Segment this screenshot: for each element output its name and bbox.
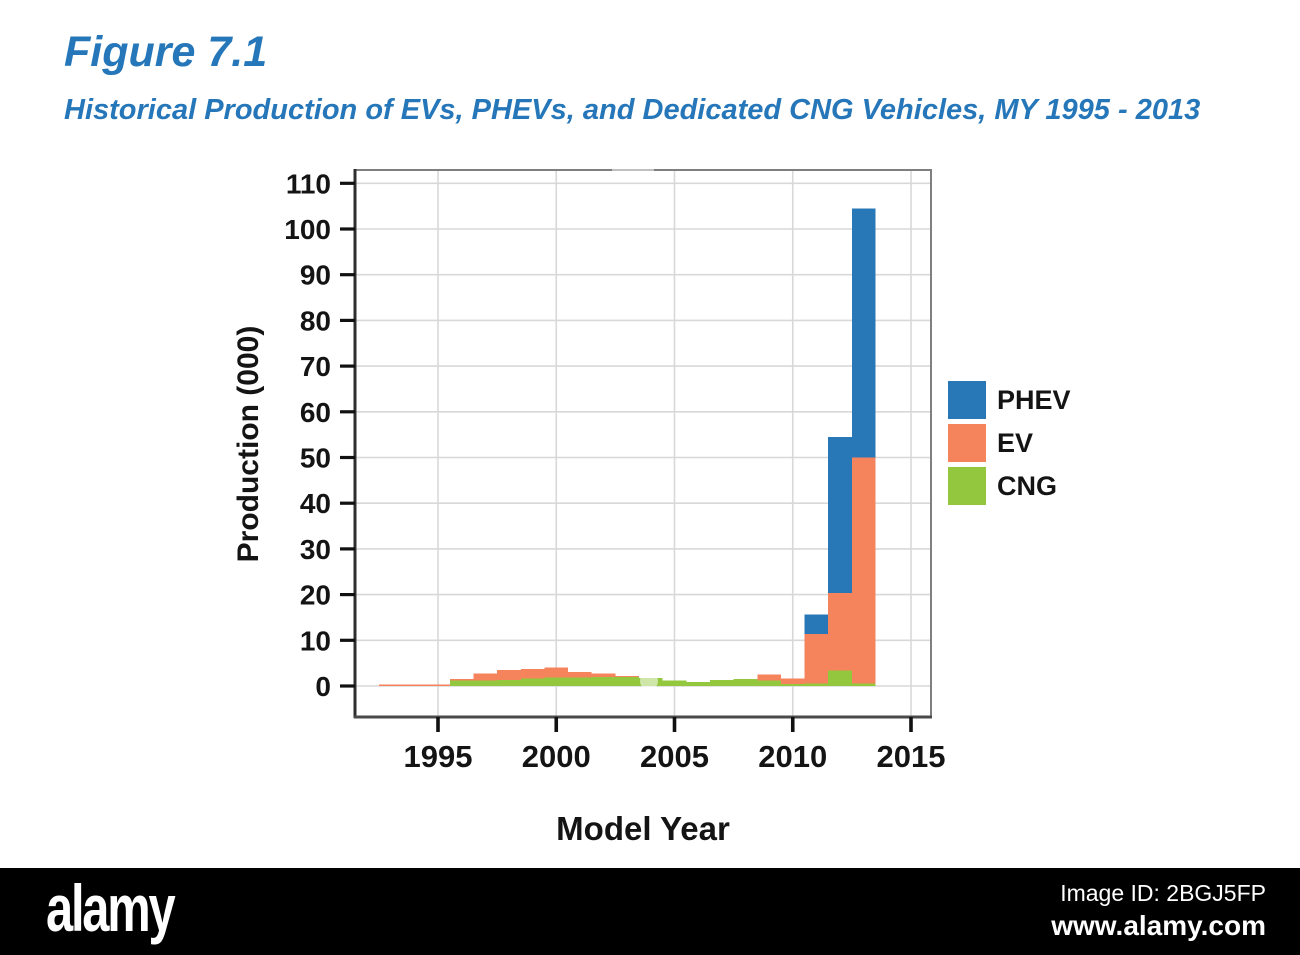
x-tick-label: 2010 (758, 739, 827, 774)
bar-phev-2013 (851, 208, 876, 458)
x-tick-label: 2000 (522, 739, 591, 774)
alamy-logo: alamy (46, 871, 176, 945)
y-tick-label: 70 (300, 351, 331, 382)
bar-phev-2011 (804, 614, 829, 634)
watermark-ghost-circle (640, 672, 658, 690)
ev-color-swatch (948, 424, 986, 462)
bar-ev-1995 (426, 684, 450, 686)
x-tick-label: 2005 (640, 739, 709, 774)
gridlines (355, 170, 931, 717)
y-tick-label: 0 (315, 671, 331, 702)
chart-canvas: 0 10 20 30 40 50 60 70 80 90 100 110 1995 2000 2005 201… (284, 167, 945, 774)
bar-cng-1999 (520, 678, 545, 686)
y-tick-label: 30 (300, 534, 331, 565)
bar-ev-2010 (780, 678, 805, 685)
phev-color-swatch (948, 381, 986, 419)
bar-cng-1998 (497, 680, 521, 686)
bar-cng-2000 (544, 677, 569, 686)
bar-cng-2001 (568, 677, 592, 686)
bar-ev-1996 (449, 679, 474, 681)
x-axis-title: Model Year (556, 810, 730, 847)
bar-ev-2013 (851, 457, 876, 684)
legend-label-phev: PHEV (997, 384, 1071, 415)
legend-item-cng: CNG (948, 467, 1071, 505)
y-tick-label: 10 (300, 625, 331, 656)
legend-label-cng: CNG (997, 470, 1057, 501)
stacked-bar-chart: 0 10 20 30 40 50 60 70 80 90 100 110 1995 2000 2005 201… (232, 167, 1071, 847)
bar-ev-2001 (568, 671, 592, 678)
chart-legend: PHEV EV CNG (948, 381, 1071, 510)
legend-label-ev: EV (997, 427, 1034, 458)
bar-cng-2002 (591, 676, 616, 686)
bar-ev-1999 (520, 669, 545, 679)
bar-ev-2003 (615, 675, 640, 677)
figure-label: Figure 7.1 (64, 28, 268, 76)
bar-cng-2010 (780, 684, 805, 686)
bar-cng-2013 (851, 683, 876, 686)
bar-cng-2012 (828, 670, 852, 686)
bar-ev-1998 (497, 670, 521, 681)
bar-ev-2011 (804, 633, 829, 684)
y-tick-label: 110 (286, 168, 331, 199)
y-tick-label: 20 (300, 580, 331, 611)
figure-subtitle: Historical Production of EVs, PHEVs, and… (64, 94, 1201, 126)
bar-cng-2008 (733, 679, 758, 686)
x-tick-label: 2015 (877, 739, 946, 774)
y-tick-label: 80 (300, 305, 331, 336)
cng-color-swatch (948, 467, 986, 505)
y-tick-label: 50 (300, 443, 331, 474)
bars (378, 208, 876, 686)
bar-cng-2009 (757, 680, 781, 686)
y-tick-label: 90 (300, 260, 331, 291)
y-tick-label: 40 (300, 488, 331, 519)
bar-cng-2005 (662, 680, 687, 686)
bar-cng-2006 (686, 681, 710, 686)
bar-cng-2007 (709, 680, 734, 686)
bar-cng-2003 (615, 676, 640, 686)
legend-item-phev: PHEV (948, 381, 1071, 419)
watermark-ghost-smudge (612, 167, 654, 173)
footer-meta: Image ID: 2BGJ5FP www.alamy.com (1051, 880, 1266, 942)
image-id-text: Image ID: 2BGJ5FP (1060, 880, 1266, 906)
alamy-url-text: www.alamy.com (1051, 910, 1266, 941)
bar-cng-2011 (804, 683, 829, 686)
bar-ev-1997 (473, 673, 498, 681)
bar-phev-2012 (828, 436, 852, 593)
legend-item-ev: EV (948, 424, 1071, 462)
alamy-watermark-bar: alamy Image ID: 2BGJ5FP www.alamy.com (0, 868, 1300, 955)
bar-ev-2009 (757, 674, 781, 681)
bar-ev-1993 (378, 684, 403, 686)
y-axis-title: Production (000) (232, 325, 265, 563)
bar-cng-1997 (473, 680, 498, 686)
bar-ev-2012 (828, 592, 852, 671)
y-tick-label: 100 (284, 214, 331, 245)
bar-ev-1994 (402, 684, 427, 686)
y-tick-label: 60 (300, 397, 331, 428)
axis-ticks: 0 10 20 30 40 50 60 70 80 90 100 110 1995 2000 2005 201… (284, 168, 945, 774)
bar-ev-2000 (544, 667, 569, 678)
bar-cng-1996 (449, 680, 474, 686)
bar-ev-2002 (591, 673, 616, 677)
x-tick-label: 1995 (404, 739, 473, 774)
